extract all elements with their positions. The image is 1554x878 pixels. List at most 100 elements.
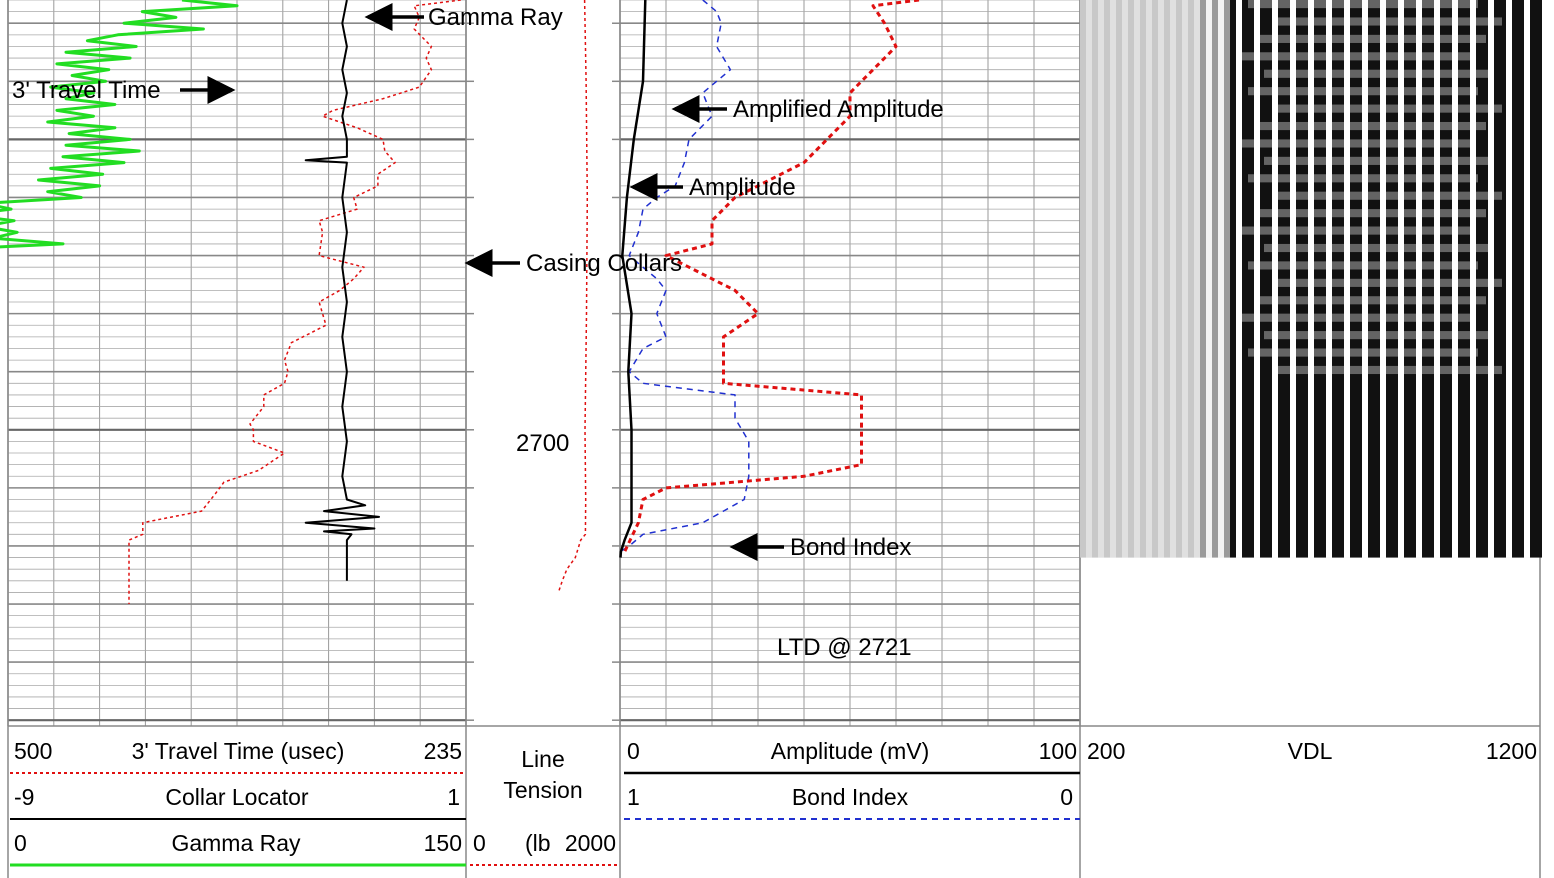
vdl-stripe: [1440, 0, 1446, 558]
annotation-label: Gamma Ray: [428, 4, 563, 31]
amp-curve: [619, 0, 647, 558]
vdl-stripe: [1194, 0, 1200, 558]
vdl-stripe: [1080, 0, 1086, 558]
amp-max-label: 100: [1039, 738, 1077, 764]
lt-name-line1: Line: [521, 746, 564, 772]
annotation-label: Bond Index: [790, 534, 911, 561]
vdl-stripe: [1494, 0, 1500, 558]
vdl-stripe: [1182, 0, 1188, 558]
vdl-stripe: [1128, 0, 1134, 558]
gr-min-label: 0: [14, 830, 27, 856]
vdl-stripe: [1314, 0, 1320, 558]
vdl-wave: [1264, 243, 1494, 253]
vdl-wave: [1240, 52, 1470, 61]
vdl-stripe: [1446, 0, 1452, 558]
vdl-wave: [1240, 139, 1470, 148]
vdl-stripe: [1200, 0, 1206, 558]
vdl-stripe: [1458, 0, 1464, 558]
vdl-wave: [1272, 104, 1502, 113]
vdl-stripe: [1140, 0, 1146, 558]
annotation-label: Amplitude: [689, 174, 796, 201]
vdl-stripe: [1386, 0, 1392, 558]
vdl-stripe: [1158, 0, 1164, 558]
vdl-stripe: [1176, 0, 1182, 558]
tt-curve: [128, 0, 461, 604]
vdl-stripe: [1338, 0, 1344, 558]
vdl-stripe: [1188, 0, 1194, 558]
gr-curve: [0, 0, 239, 249]
vdl-stripe: [1104, 0, 1110, 558]
vdl-stripe: [1242, 0, 1248, 558]
lt-unit-label: (lb: [525, 830, 551, 856]
vdl-stripe: [1092, 0, 1098, 558]
lt-curve: [557, 0, 589, 593]
vdl-stripe: [1218, 0, 1224, 558]
vdl-wave: [1240, 313, 1470, 322]
vdl-wave: [1248, 87, 1478, 96]
vdl-stripe: [1434, 0, 1440, 558]
curves: [0, 0, 920, 604]
vdl-stripe: [1488, 0, 1494, 558]
vdl-stripe: [1272, 0, 1278, 558]
vdl-stripe: [1332, 0, 1338, 558]
vdl-stripe: [1368, 0, 1374, 558]
vdl-wave: [1256, 34, 1486, 43]
tt-min-label: 500: [14, 738, 52, 764]
vdl-wave: [1240, 226, 1470, 235]
vdl-stripe: [1470, 0, 1476, 558]
vdl-stripe: [1530, 0, 1536, 558]
ltd-remark: LTD @ 2721: [777, 634, 912, 661]
vdl-stripe: [1086, 0, 1092, 558]
vdl-stripe: [1206, 0, 1212, 558]
vdl-stripe: [1110, 0, 1116, 558]
vdl-stripe: [1248, 0, 1254, 558]
tt-curve-name: 3' Travel Time (usec): [132, 738, 345, 764]
vdl-wave: [1248, 174, 1478, 183]
annotation-label: Amplified Amplitude: [733, 96, 944, 123]
vdl-stripe: [1404, 0, 1410, 558]
tt-max-label: 235: [424, 738, 462, 764]
vdl-stripe: [1428, 0, 1434, 558]
vdl-stripe: [1098, 0, 1104, 558]
vdl-min-label: 200: [1087, 738, 1125, 764]
vdl-stripe: [1266, 0, 1272, 558]
vdl-wave: [1272, 17, 1502, 26]
bi-max-label: 0: [1060, 784, 1073, 810]
bi-min-label: 1: [627, 784, 640, 810]
annotations: Gamma Ray 3' Travel Time Casing Collars Amp…: [12, 2, 944, 561]
vdl-stripe: [1320, 0, 1326, 558]
lt-name-line2: Tension: [503, 777, 582, 803]
vdl-stripe: [1212, 0, 1218, 558]
vdl-image: [1080, 0, 1542, 558]
vdl-stripe: [1122, 0, 1128, 558]
bi-curve-name: Bond Index: [792, 784, 909, 810]
vdl-stripe: [1308, 0, 1314, 558]
vdl-stripe: [1398, 0, 1404, 558]
vdl-stripe: [1152, 0, 1158, 558]
vdl-stripe: [1146, 0, 1152, 558]
lt-max-label: 2000: [565, 830, 616, 856]
vdl-stripe: [1410, 0, 1416, 558]
log-header: [10, 771, 1080, 867]
lt-min-label: 0: [473, 830, 486, 856]
vdl-stripe: [1326, 0, 1332, 558]
gr-curve-name: Gamma Ray: [171, 830, 301, 856]
ccl-min-label: -9: [14, 784, 34, 810]
vdl-stripe: [1512, 0, 1518, 558]
depth-label-2700: 2700: [516, 430, 569, 457]
vdl-stripe: [1278, 0, 1284, 558]
vdl-stripe: [1290, 0, 1296, 558]
vdl-stripe: [1344, 0, 1350, 558]
vdl-stripe: [1224, 0, 1230, 558]
amp-min-label: 0: [627, 738, 640, 764]
vdl-stripe: [1500, 0, 1506, 558]
vdl-stripe: [1416, 0, 1422, 558]
vdl-stripe: [1380, 0, 1386, 558]
vdl-wave: [1272, 278, 1502, 287]
vdl-stripe: [1284, 0, 1290, 558]
vdl-stripe: [1374, 0, 1380, 558]
vdl-wave: [1264, 156, 1494, 165]
vdl-stripe: [1164, 0, 1170, 558]
vdl-wave: [1264, 69, 1494, 78]
